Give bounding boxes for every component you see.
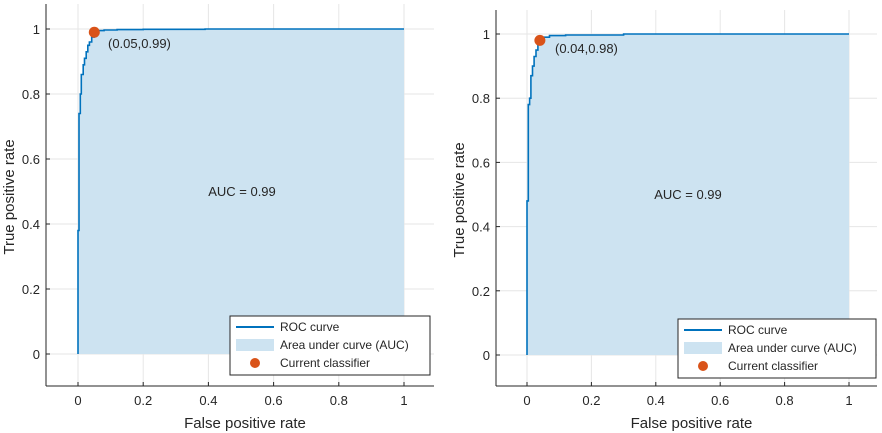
x-axis-label: False positive rate: [184, 415, 306, 432]
legend-point-label: Current classifier: [728, 359, 818, 373]
legend-point-label: Current classifier: [280, 356, 370, 370]
point-label: (0.04,0.98): [555, 41, 618, 56]
y-tick-label: 0.2: [22, 282, 40, 297]
y-tick-label: 0: [483, 348, 490, 363]
auc-annotation: AUC = 0.99: [654, 187, 722, 202]
x-tick-label: 0: [74, 393, 81, 408]
roc-curve: [526, 33, 849, 355]
x-tick-label: 0.2: [582, 393, 600, 408]
auc-annotation: AUC = 0.99: [208, 184, 276, 199]
x-tick-label: 0.2: [134, 393, 152, 408]
auc-area: [527, 34, 849, 355]
y-tick-label: 0.2: [472, 284, 490, 299]
x-tick-label: 1: [845, 393, 852, 408]
x-axis-label: False positive rate: [631, 415, 753, 432]
legend-area-swatch: [684, 342, 722, 354]
x-tick-label: 0.4: [647, 393, 665, 408]
roc-curve: [77, 28, 404, 354]
y-tick-label: 0.4: [22, 217, 40, 232]
y-axis-label: True positive rate: [451, 142, 468, 257]
current-classifier-point: [534, 34, 546, 46]
roc-chart-2: 0 0.2 0.4 0.6 0.8 1 0 0.2 0.4 0.6 0.8 1 False positi…: [451, 10, 877, 432]
legend: ROC curve Area under curve (AUC) Current c…: [229, 315, 431, 376]
y-tick-label: 1: [483, 27, 490, 42]
roc-chart-1: 0 0.2 0.4 0.6 0.8 1 0 0.2 0.4 0.6 0.8 1 False positi…: [1, 4, 434, 432]
x-tick-label: 0: [523, 393, 530, 408]
y-tick-label: 0.6: [22, 152, 40, 167]
y-tick-label: 0.8: [22, 87, 40, 102]
legend: ROC curve Area under curve (AUC) Current c…: [677, 318, 877, 379]
y-tick-label: 0.4: [472, 220, 490, 235]
legend-roc-label: ROC curve: [728, 323, 788, 337]
y-axis-label: True positive rate: [1, 139, 18, 254]
y-tick-label: 0.6: [472, 155, 490, 170]
legend-point-swatch: [250, 358, 260, 368]
legend-area-label: Area under curve (AUC): [280, 338, 409, 352]
x-tick-label: 0.6: [265, 393, 283, 408]
legend-roc-label: ROC curve: [280, 320, 340, 334]
x-tick-label: 1: [400, 393, 407, 408]
y-tick-label: 0: [33, 347, 40, 362]
legend-area-swatch: [236, 339, 274, 351]
current-classifier-point: [88, 26, 100, 38]
auc-area: [78, 29, 404, 354]
legend-point-swatch: [698, 361, 708, 371]
x-tick-label: 0.6: [711, 393, 729, 408]
x-tick-label: 0.4: [199, 393, 217, 408]
y-tick-label: 0.8: [472, 91, 490, 106]
legend-area-label: Area under curve (AUC): [728, 341, 857, 355]
x-tick-label: 0.8: [330, 393, 348, 408]
x-tick-label: 0.8: [776, 393, 794, 408]
y-tick-label: 1: [33, 22, 40, 37]
point-label: (0.05,0.99): [108, 36, 171, 51]
